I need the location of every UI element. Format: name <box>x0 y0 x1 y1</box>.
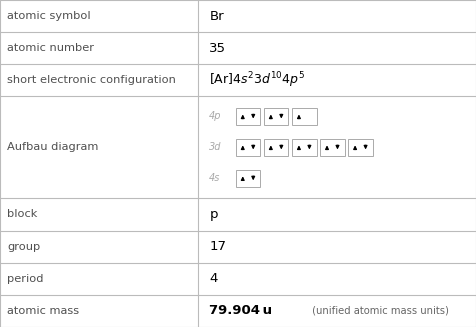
Text: atomic number: atomic number <box>7 43 94 53</box>
Bar <box>292 139 317 156</box>
Text: 4p: 4p <box>208 112 221 122</box>
Bar <box>264 108 288 125</box>
Bar <box>348 139 373 156</box>
Bar <box>236 170 260 187</box>
Text: block: block <box>7 209 38 219</box>
Bar <box>320 139 345 156</box>
Text: group: group <box>7 242 40 251</box>
Text: 79.904 u: 79.904 u <box>209 304 273 318</box>
Text: p: p <box>209 208 218 221</box>
Text: short electronic configuration: short electronic configuration <box>7 76 176 85</box>
Bar <box>236 108 260 125</box>
Bar <box>292 108 317 125</box>
Text: 35: 35 <box>209 42 227 55</box>
Bar <box>264 139 288 156</box>
Text: Br: Br <box>209 9 224 23</box>
Text: Aufbau diagram: Aufbau diagram <box>7 143 99 152</box>
Text: 4: 4 <box>209 272 218 285</box>
Text: 3d: 3d <box>208 143 221 152</box>
Text: atomic symbol: atomic symbol <box>7 11 91 21</box>
Text: $[\mathrm{Ar}]4s^{2}3d^{10}4p^{5}$: $[\mathrm{Ar}]4s^{2}3d^{10}4p^{5}$ <box>209 71 306 90</box>
Text: (unified atomic mass units): (unified atomic mass units) <box>309 306 449 316</box>
Text: 17: 17 <box>209 240 227 253</box>
Text: period: period <box>7 274 44 284</box>
Text: atomic mass: atomic mass <box>7 306 79 316</box>
Text: 4s: 4s <box>208 173 220 183</box>
Bar <box>236 139 260 156</box>
